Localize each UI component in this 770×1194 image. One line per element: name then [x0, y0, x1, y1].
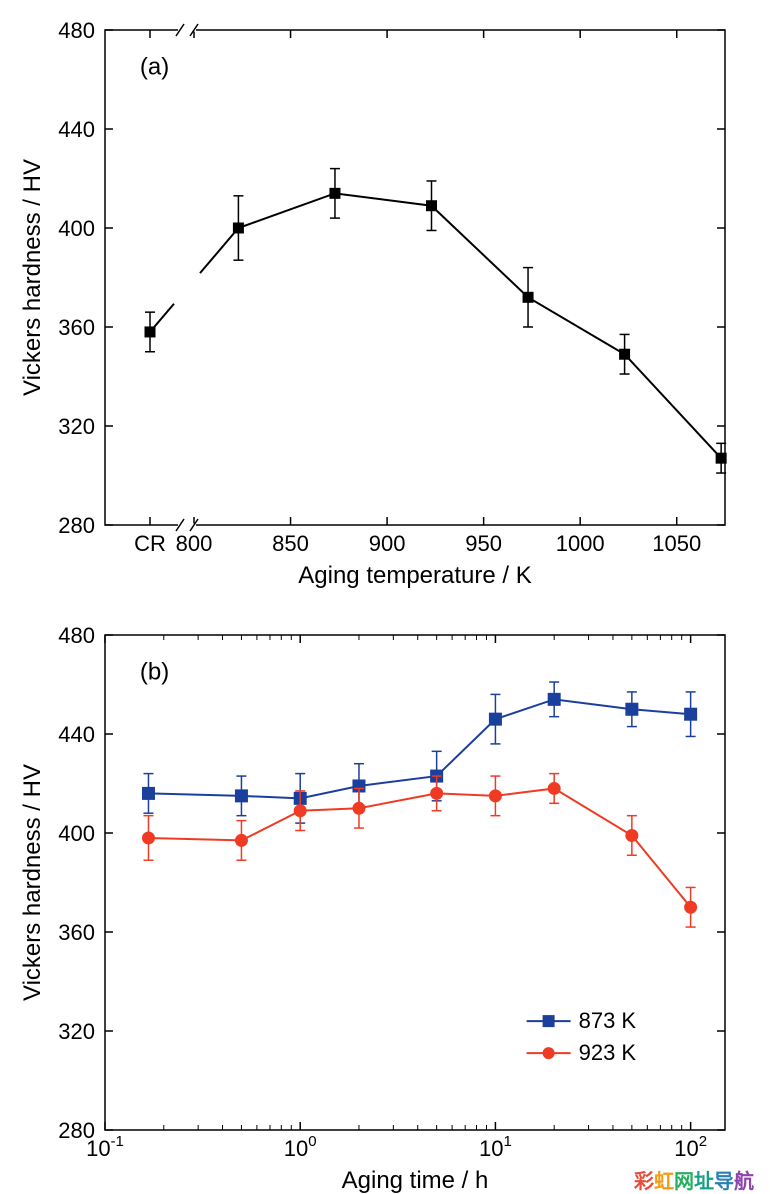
- legend-label: 923 K: [579, 1040, 637, 1065]
- data-marker: [330, 188, 340, 198]
- data-marker: [620, 349, 630, 359]
- data-marker: [142, 787, 154, 799]
- data-marker: [145, 327, 155, 337]
- x-tick-label: 102: [674, 1133, 707, 1161]
- data-marker: [626, 703, 638, 715]
- y-tick-label: 480: [58, 18, 95, 43]
- data-marker: [294, 805, 306, 817]
- data-marker: [427, 201, 437, 211]
- data-marker: [431, 787, 443, 799]
- x-tick-label: CR: [134, 531, 166, 556]
- data-marker: [142, 832, 154, 844]
- data-marker: [716, 453, 726, 463]
- y-tick-label: 320: [58, 1019, 95, 1044]
- x-tick-label: 950: [465, 531, 502, 556]
- data-marker: [685, 708, 697, 720]
- panel-b: 280320360400440480Vickers hardness / HV1…: [19, 623, 725, 1194]
- legend: 873 K 923 K: [527, 1008, 637, 1065]
- data-marker: [626, 829, 638, 841]
- x-axis-label: Aging time / h: [342, 1167, 489, 1194]
- data-marker: [548, 693, 560, 705]
- data-marker: [685, 901, 697, 913]
- data-marker: [523, 292, 533, 302]
- series-line-s923: [148, 788, 690, 907]
- data-marker: [489, 790, 501, 802]
- x-tick-label: 101: [479, 1133, 512, 1161]
- y-tick-label: 400: [58, 216, 95, 241]
- y-tick-label: 440: [58, 117, 95, 142]
- x-tick-label: 900: [369, 531, 406, 556]
- x-tick-label: 850: [272, 531, 309, 556]
- watermark: 彩虹网址导航: [633, 1169, 754, 1193]
- panel-label: (a): [140, 54, 169, 81]
- panel-a: 280 320 360 400 440 480 Vickers hardness / HV C…: [19, 18, 726, 589]
- x-tick-label: 1000: [556, 531, 605, 556]
- data-marker: [235, 834, 247, 846]
- x-tick-label: 10-1: [86, 1133, 124, 1161]
- y-tick-label: 320: [58, 414, 95, 439]
- data-marker: [548, 782, 560, 794]
- y-tick-label: 280: [58, 513, 95, 538]
- y-axis-label: Vickers hardness / HV: [19, 764, 46, 1001]
- figure: 280 320 360 400 440 480 Vickers hardness / HV C…: [0, 0, 770, 1194]
- y-tick-label: 400: [58, 821, 95, 846]
- data-marker: [489, 713, 501, 725]
- y-tick-label: 360: [58, 315, 95, 340]
- x-tick-label: 100: [284, 1133, 317, 1161]
- y-tick-label: 440: [58, 722, 95, 747]
- data-marker: [353, 802, 365, 814]
- y-tick-label: 360: [58, 920, 95, 945]
- x-axis-label: Aging temperature / K: [298, 562, 531, 589]
- data-marker: [235, 790, 247, 802]
- x-tick-label: 800: [176, 531, 213, 556]
- y-axis-label: Vickers hardness / HV: [19, 159, 46, 396]
- y-tick-label: 480: [58, 623, 95, 648]
- x-tick-label: 1050: [652, 531, 701, 556]
- legend-label: 873 K: [579, 1008, 637, 1033]
- panel-label: (b): [140, 659, 169, 686]
- series-line-s873: [148, 699, 690, 798]
- data-marker: [233, 223, 243, 233]
